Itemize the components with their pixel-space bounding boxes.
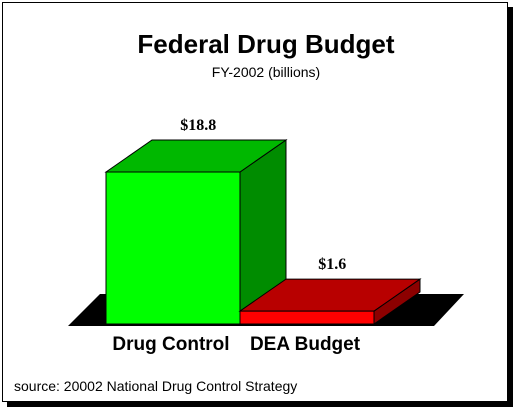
value-labels: $18.8 $1.6 [180, 117, 346, 273]
category-label: Drug Control [112, 334, 229, 355]
value-label: $1.6 [318, 256, 346, 273]
category-label: DEA Budget [250, 334, 361, 355]
bar-1 [104, 139, 288, 325]
bar-2 [238, 278, 422, 325]
value-label: $18.8 [180, 117, 216, 134]
bar-front [105, 171, 241, 325]
bar-front [239, 310, 375, 325]
category-labels: Drug Control DEA Budget [112, 334, 360, 355]
chart-title: Federal Drug Budget [137, 29, 394, 59]
bars [104, 139, 422, 325]
source-note: source: 20002 National Drug Control Stra… [14, 378, 297, 394]
chart-subtitle: FY-2002 (billions) [212, 64, 320, 80]
